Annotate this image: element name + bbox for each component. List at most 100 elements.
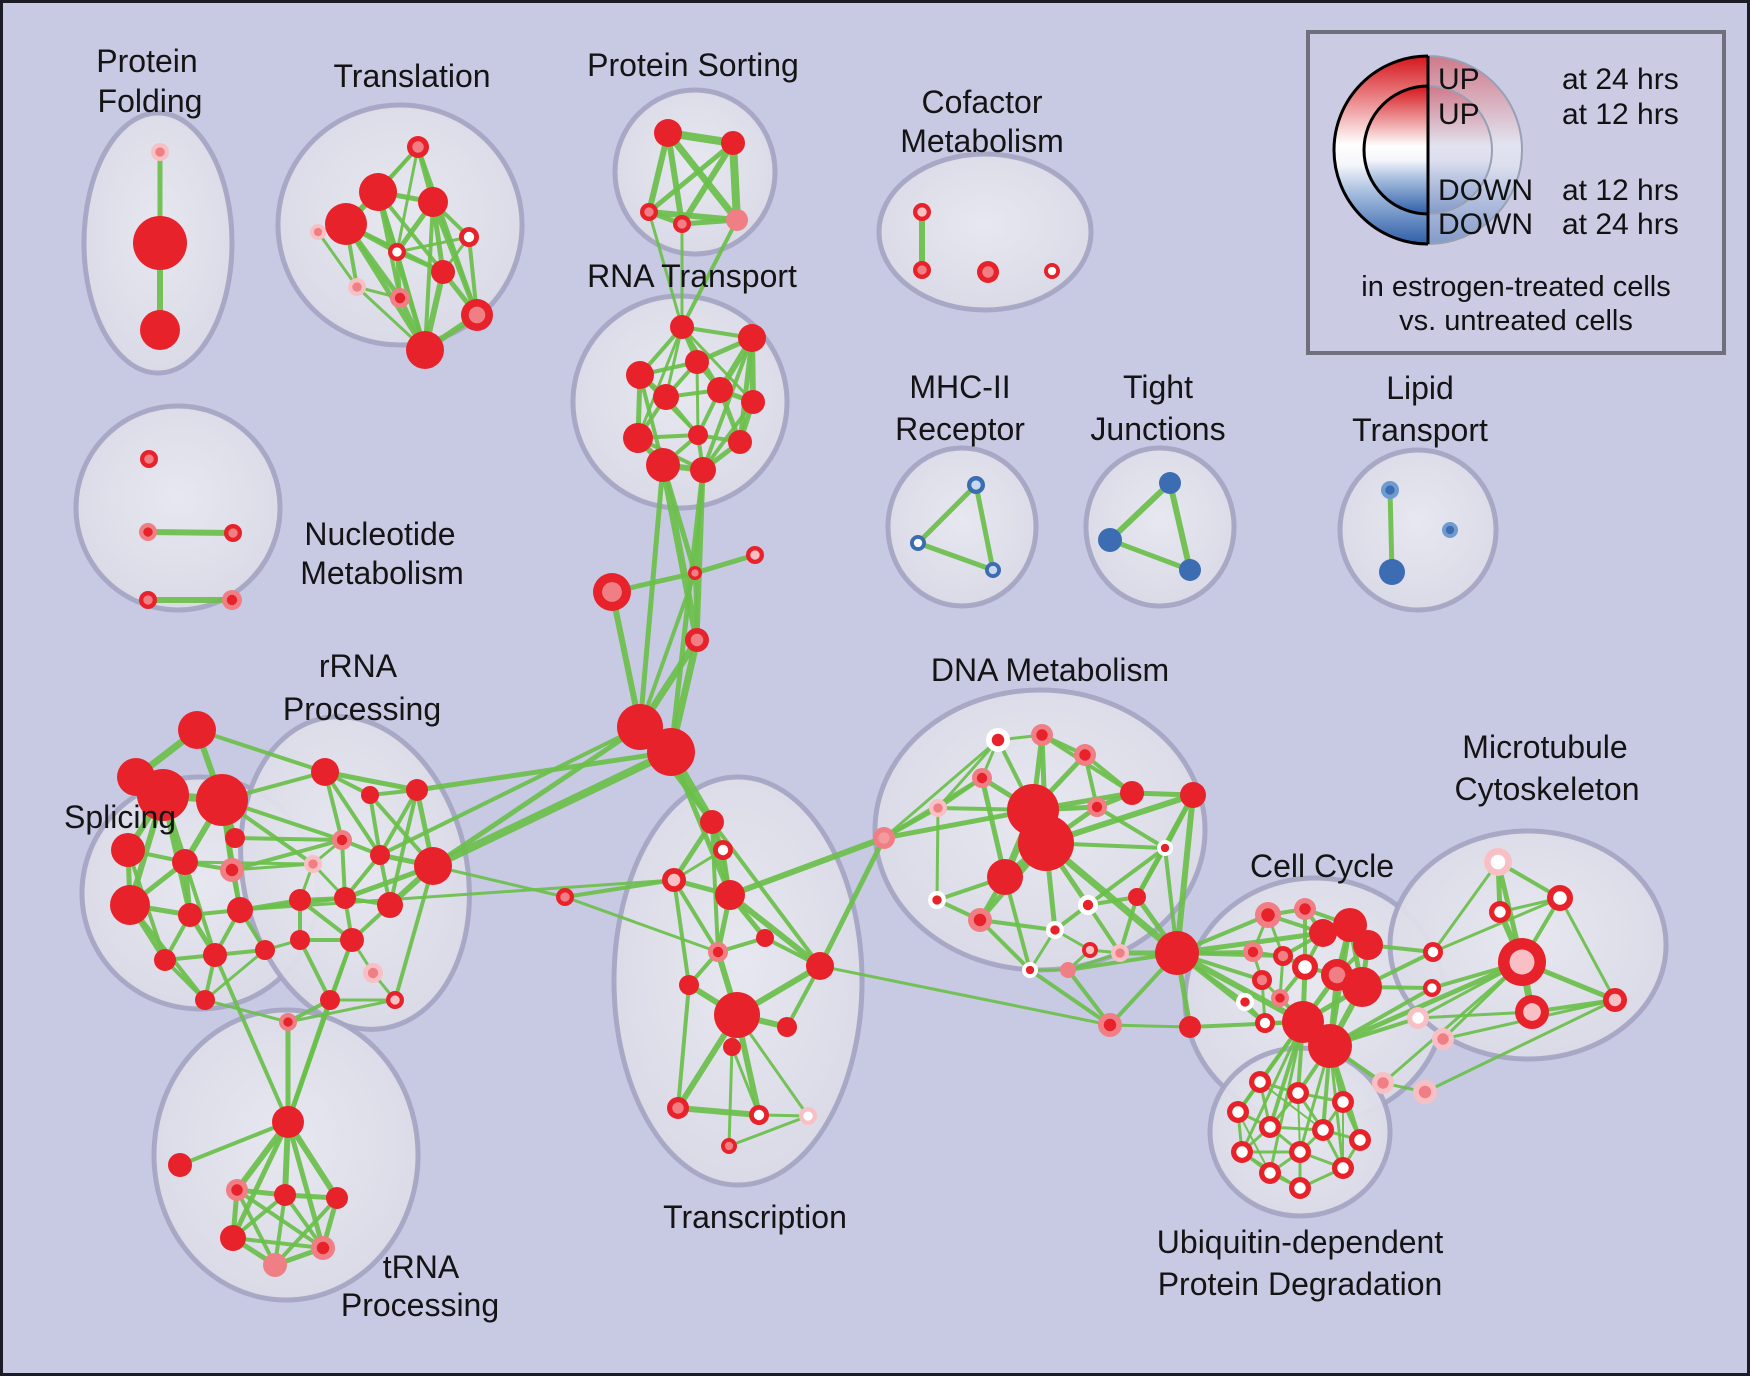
legend-footer-line2: vs. untreated cells: [1399, 305, 1633, 337]
network-node: [1498, 938, 1546, 986]
node-inner-circle: [1259, 1017, 1271, 1029]
network-edge: [672, 878, 691, 987]
legend-up-down-glyph: [1332, 54, 1523, 246]
network-node: [1087, 797, 1107, 817]
node-inner-circle: [753, 1109, 765, 1121]
network-edge: [1381, 960, 1524, 1085]
node-inner-circle: [394, 292, 406, 304]
network-node: [1155, 931, 1199, 975]
node-outer-ring: [227, 897, 253, 923]
network-node: [685, 628, 709, 652]
network-node: [1271, 989, 1289, 1007]
node-inner-circle: [1264, 1121, 1276, 1133]
network-edge: [414, 749, 674, 793]
node-outer-ring: [723, 1038, 741, 1056]
cluster-labels-layer: Protein Folding Translation Protein Sorting…: [64, 43, 1640, 1323]
node-inner-circle: [1354, 1134, 1366, 1146]
network-node: [1179, 1016, 1201, 1038]
node-inner-circle: [225, 863, 239, 877]
network-node: [1289, 1177, 1311, 1199]
network-node: [1249, 1071, 1271, 1093]
node-inner-circle: [667, 873, 681, 887]
network-node: [1407, 1007, 1429, 1029]
network-edge: [388, 788, 419, 907]
network-edge: [431, 864, 567, 899]
node-outer-ring: [359, 173, 397, 211]
network-edge: [729, 139, 741, 224]
network-node: [1308, 1024, 1352, 1068]
network-edge: [978, 918, 1057, 932]
node-outer-ring: [340, 928, 364, 952]
node-inner-circle: [933, 803, 943, 813]
node-outer-ring: [140, 310, 180, 350]
network-edge: [178, 1120, 290, 1167]
node-outer-ring: [623, 423, 653, 453]
node-inner-circle: [155, 147, 165, 157]
network-edge: [664, 129, 741, 224]
network-edge: [727, 835, 887, 898]
network-node: [225, 828, 245, 848]
network-edge: [973, 482, 996, 573]
node-inner-circle: [1385, 485, 1395, 495]
network-edge: [145, 529, 236, 536]
network-edge: [429, 748, 675, 870]
node-outer-ring: [168, 1153, 192, 1177]
cluster-label-transcription: Transcription: [663, 1199, 847, 1235]
network-node: [220, 1225, 246, 1251]
network-edge: [395, 235, 471, 254]
network-node: [263, 1253, 287, 1277]
network-node: [1312, 1119, 1334, 1141]
network-node: [178, 903, 202, 927]
cluster-label-tight-junctions-line1: Tight: [1123, 369, 1193, 405]
network-node: [738, 324, 766, 352]
cluster-label-nucleotide-metabolism-line2: Metabolism: [300, 555, 464, 591]
node-inner-circle: [1294, 1182, 1306, 1194]
node-inner-circle: [982, 266, 994, 278]
node-outer-ring: [670, 315, 694, 339]
network-edge: [1431, 860, 1500, 954]
network-node: [690, 457, 716, 483]
network-edge: [1118, 895, 1139, 955]
network-node: [414, 847, 452, 885]
node-outer-ring: [311, 758, 339, 786]
network-node: [1332, 1157, 1354, 1179]
network-edge: [638, 571, 697, 729]
network-node: [873, 827, 895, 849]
node-inner-circle: [1294, 1146, 1306, 1158]
network-node: [340, 928, 364, 952]
node-inner-circle: [1418, 1085, 1432, 1099]
node-inner-circle: [1085, 945, 1095, 955]
node-inner-circle: [1025, 965, 1035, 975]
network-node: [325, 203, 367, 245]
network-node: [1060, 962, 1076, 978]
network-node: [203, 943, 227, 967]
network-node: [972, 768, 992, 788]
network-edge: [1259, 1081, 1324, 1131]
node-inner-circle: [677, 219, 687, 229]
node-outer-ring: [1098, 528, 1122, 552]
node-outer-ring: [1179, 1016, 1201, 1038]
network-node: [311, 1236, 335, 1260]
network-node: [593, 573, 631, 611]
node-outer-ring: [654, 119, 682, 147]
network-node: [289, 889, 311, 911]
node-inner-circle: [1427, 946, 1439, 958]
node-inner-circle: [560, 892, 570, 902]
node-inner-circle: [1160, 843, 1170, 853]
node-inner-circle: [226, 594, 238, 606]
network-node: [723, 1038, 741, 1056]
node-inner-circle: [1079, 749, 1091, 761]
node-inner-circle: [390, 995, 400, 1005]
node-outer-ring: [688, 425, 708, 445]
cluster-label-nucleotide-metabolism-line1: Nucleotide: [304, 516, 455, 552]
network-node: [1111, 944, 1129, 962]
network-edge: [1095, 805, 1167, 850]
network-node: [290, 930, 310, 950]
node-outer-ring: [679, 975, 699, 995]
node-outer-ring: [756, 929, 774, 947]
network-node: [910, 535, 926, 551]
cluster-label-mhc-ii-receptor-line2: Receptor: [895, 411, 1025, 447]
network-edge: [727, 1114, 810, 1148]
node-outer-ring: [320, 990, 340, 1010]
network-edge: [563, 895, 720, 954]
